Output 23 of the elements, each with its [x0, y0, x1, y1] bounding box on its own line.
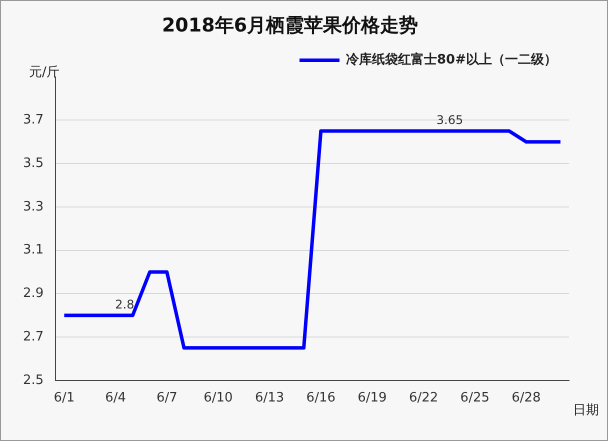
legend-label: 冷库纸袋红富士80#以上（一二级） [346, 52, 557, 68]
x-tick-label: 6/1 [54, 390, 75, 406]
x-tick-label: 6/13 [254, 390, 284, 406]
y-tick-label: 2.5 [22, 372, 44, 388]
data-label: 2.8 [115, 297, 134, 312]
x-tick-label: 6/7 [156, 390, 178, 406]
y-tick-label: 3.7 [22, 112, 44, 128]
data-label: 3.65 [436, 113, 464, 128]
x-tick-label: 6/4 [105, 390, 126, 406]
chart-title: 2018年6月栖霞苹果价格走势 [162, 14, 418, 36]
x-tick-label: 6/22 [408, 390, 438, 406]
y-tick-label: 3.1 [22, 242, 44, 258]
x-tick-label: 6/16 [306, 390, 336, 406]
y-tick-label: 2.7 [22, 329, 44, 344]
y-tick-label: 3.3 [22, 199, 44, 214]
y-axis-title: 元/斤 [29, 65, 60, 80]
x-axis-title: 日期 [573, 402, 599, 418]
y-tick-label: 3.5 [22, 156, 44, 171]
x-tick-label: 6/28 [512, 390, 541, 406]
x-tick-label: 6/25 [460, 390, 490, 406]
x-tick-label: 6/10 [204, 390, 233, 406]
y-tick-label: 2.9 [22, 286, 44, 302]
x-tick-label: 6/19 [358, 390, 387, 406]
